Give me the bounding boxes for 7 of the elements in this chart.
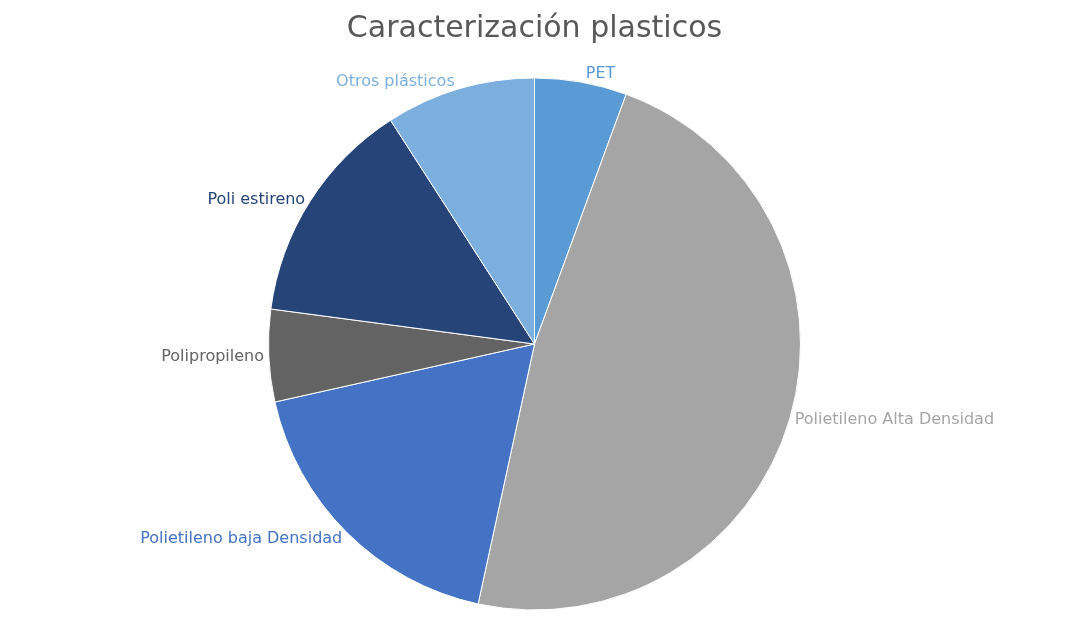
slice-label: Polietileno baja Densidad [140,527,343,547]
slice-label: Poli estireno [207,189,306,209]
slice-label: PET [585,63,616,83]
slice-label: Polietileno Alta Densidad [794,409,995,429]
slice-label: Otros plásticos [336,70,455,90]
chart-title: Caracterización plasticos [346,8,723,44]
slice-label: Polipropileno [161,346,265,366]
